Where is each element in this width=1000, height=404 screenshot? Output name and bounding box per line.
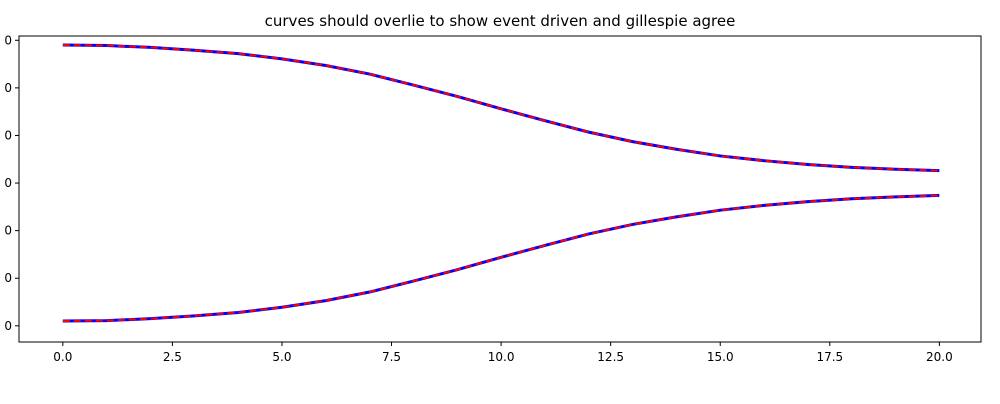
y-tick-label: 0: [4, 81, 12, 95]
x-axis: 0.0 2.5 5.0 7.5 10.0 12.5 15.0 17.5 20.0: [53, 342, 953, 364]
x-tick-label: 5.0: [272, 350, 291, 364]
plot-frame: [18, 35, 982, 343]
series-line-4: [62, 194, 940, 323]
x-tick-label: 15.0: [707, 350, 734, 364]
x-tick-label: 20.0: [926, 350, 953, 364]
y-tick-label: 0: [4, 224, 12, 238]
x-tick-label: 12.5: [597, 350, 624, 364]
x-tick-label: 2.5: [163, 350, 182, 364]
y-tick-label: 0: [4, 33, 12, 47]
series-layer: [62, 43, 940, 323]
x-tick-label: 0.0: [53, 350, 72, 364]
chart-title: curves should overlie to show event driv…: [265, 12, 736, 30]
y-axis: 0 0 0 0 0 0 0: [4, 33, 19, 333]
series-line-2: [62, 44, 940, 172]
x-tick-label: 7.5: [382, 350, 401, 364]
y-tick-label: 0: [4, 176, 12, 190]
x-tick-label: 17.5: [816, 350, 843, 364]
y-tick-label: 0: [4, 271, 12, 285]
y-tick-label: 0: [4, 319, 12, 333]
x-tick-label: 10.0: [488, 350, 515, 364]
y-tick-label: 0: [4, 128, 12, 142]
